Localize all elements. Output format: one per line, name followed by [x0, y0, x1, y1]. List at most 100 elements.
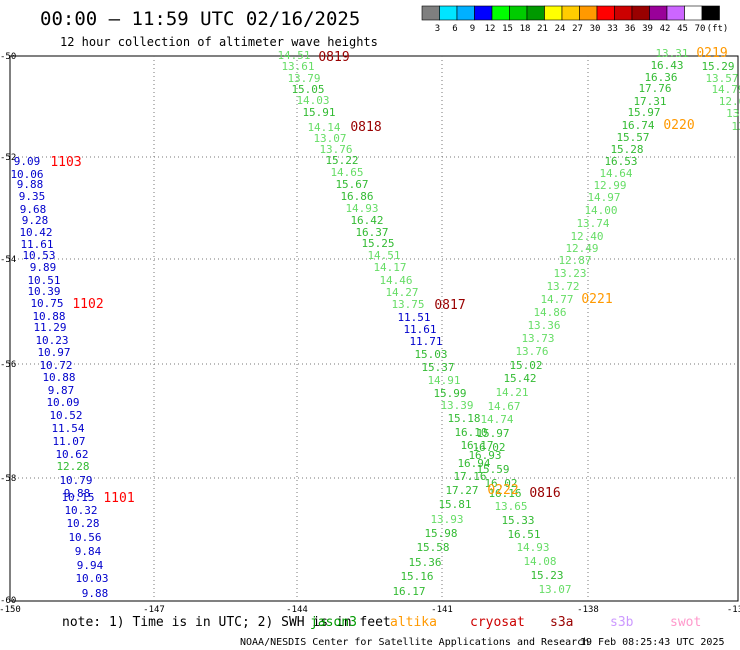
legend-label: 18 [520, 24, 531, 34]
satellite-legend: jason3 altika cryosat s3a s3b swot [310, 615, 701, 630]
wave-height-value: 9.88 [64, 487, 91, 500]
latitude-tick: -52 [0, 153, 16, 163]
wave-height-value: 17.76 [638, 82, 671, 95]
wave-height-value: 12.28 [56, 460, 89, 473]
pass-time-label: 0818 [350, 120, 381, 135]
wave-height-value: 15.16 [400, 570, 433, 583]
wave-height-value: 13.72 [546, 280, 579, 293]
wave-height-value: 10.79 [59, 474, 92, 487]
wave-height-value: 13.36 [527, 319, 560, 332]
wave-height-value: 15.29 [701, 60, 734, 73]
wave-height-value: 13.23 [553, 267, 586, 280]
wave-height-value: 14.21 [495, 386, 528, 399]
wave-height-value: 15.03 [414, 348, 447, 361]
wave-height-value: 15.59 [476, 463, 509, 476]
latitude-tick: -50 [0, 52, 16, 62]
wave-height-value: 14.93 [516, 541, 549, 554]
legend-swatch [596, 5, 615, 21]
wave-height-value: 10.53 [22, 249, 55, 262]
wave-height-value: 12.87 [558, 254, 591, 267]
wave-height-value: 15.22 [325, 154, 358, 167]
legend-swatch [579, 5, 598, 21]
longitude-tick: -13 [727, 605, 740, 615]
wave-height-value: 15.97 [476, 427, 509, 440]
legend-label: 42 [660, 24, 671, 34]
wave-height-value: 16.74 [621, 119, 654, 132]
latitude-tick: -54 [0, 255, 16, 265]
wave-height-value: 9.84 [75, 545, 102, 558]
wave-height-value: 13.07 [313, 132, 346, 145]
wave-height-value: 14.17 [373, 261, 406, 274]
wave-height-value: 14.08 [523, 555, 556, 568]
legend-label: 33 [607, 24, 618, 34]
wave-height-value: 9.88 [17, 178, 44, 191]
legend-swatch [509, 5, 528, 21]
wave-height-value: 12.99 [593, 179, 626, 192]
legend-label: 70 [695, 24, 706, 34]
wave-height-value: 10.52 [49, 409, 82, 422]
wave-height-value: 16.36 [644, 71, 677, 84]
axis-ticks: -50 -52 -54 -56 -58 -60-150 -147 -144 -141 -138 -1… [0, 52, 740, 615]
wave-height-value: 14.51 [277, 49, 310, 62]
graticule [10, 56, 738, 601]
pass-time-label: 0819 [318, 50, 349, 65]
color-legend: 3 6 9 12 15 18 21 24 27 30 33 36 39 42 45 70 (ft) [421, 5, 728, 34]
wave-height-value: 14.14 [307, 121, 340, 134]
wave-height-value: 13.57 [705, 72, 738, 85]
wave-height-value: 13.31 [655, 47, 688, 60]
wave-height-value: 14.64 [599, 167, 632, 180]
longitude-tick: -144 [286, 605, 308, 615]
wave-height-value: 12.6 [719, 95, 740, 108]
legend-swatch [491, 5, 510, 21]
wave-height-value: 9.88 [82, 587, 109, 600]
wave-height-value: 14.03 [296, 94, 329, 107]
wave-height-value: 16.02 [472, 441, 505, 454]
pass-time-label: 0816 [529, 486, 560, 501]
wave-height-value: 14.97 [587, 191, 620, 204]
wave-height-tracks: 9.0910.069.889.359.689.2810.4211.6110.53… [10, 47, 740, 600]
wave-height-value: 15.42 [503, 372, 536, 385]
wave-height-value: 11.61 [403, 323, 436, 336]
wave-height-value: 13.07 [538, 583, 571, 596]
wave-height-value: 15.33 [501, 514, 534, 527]
longitude-tick: -147 [143, 605, 165, 615]
wave-height-value: 16.17 [460, 439, 493, 452]
wave-height-value: 15.28 [610, 143, 643, 156]
wave-height-value: 10.23 [35, 334, 68, 347]
wave-height-value: 13. [726, 107, 740, 120]
timestamp: 19 Feb 08:25:43 UTC 2025 [580, 637, 725, 648]
wave-height-value: 9.89 [30, 261, 57, 274]
wave-height-value: 13.76 [319, 143, 352, 156]
longitude-tick: -141 [431, 605, 453, 615]
wave-height-value: 11.54 [51, 422, 84, 435]
wave-height-value: 11.61 [20, 238, 53, 251]
wave-height-value: 9.35 [19, 190, 46, 203]
pass-time-label: 0219 [696, 46, 727, 61]
wave-height-value: 15.81 [438, 498, 471, 511]
wave-height-value: 14.46 [379, 274, 412, 287]
wave-height-value: 9.94 [77, 559, 104, 572]
wave-height-value: 10.51 [27, 274, 60, 287]
wave-height-value: 17.27 [445, 484, 478, 497]
wave-height-value: 14.65 [330, 166, 363, 179]
legend-swatch [544, 5, 563, 21]
legend-label: 3 [435, 24, 440, 34]
wave-height-value: 15.37 [421, 361, 454, 374]
wave-height-value: 9.09 [14, 155, 41, 168]
wave-height-value: 13.79 [287, 72, 320, 85]
wave-height-value: 14.77 [540, 293, 573, 306]
map-subtitle: 12 hour collection of altimeter wave hei… [60, 35, 378, 49]
wave-height-value: 14.74 [480, 413, 513, 426]
wave-height-value: 14.79 [711, 83, 740, 96]
wave-height-value: 14.91 [427, 374, 460, 387]
pass-time-label: 0817 [434, 298, 465, 313]
map-frame [9, 55, 739, 602]
wave-height-value: 10.62 [55, 448, 88, 461]
legend-label: 45 [677, 24, 688, 34]
satellite-cryosat: cryosat [470, 615, 525, 630]
legend-swatch [649, 5, 668, 21]
wave-height-value: 14.86 [533, 306, 566, 319]
wave-height-value: 9.68 [20, 203, 47, 216]
wave-height-value: 17.31 [633, 95, 666, 108]
satellite-swot: swot [670, 615, 701, 630]
